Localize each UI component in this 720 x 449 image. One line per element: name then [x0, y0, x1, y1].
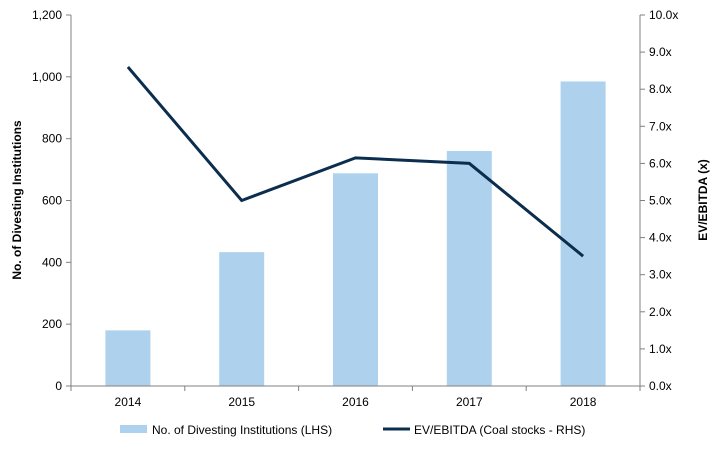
right-tick-label: 7.0x [649, 119, 672, 133]
ev-ebitda-line [126, 65, 585, 258]
left-tick-label: 600 [42, 194, 62, 208]
left-tick-label: 1,000 [32, 70, 62, 84]
bar-2015 [219, 252, 265, 386]
legend-bar-swatch [120, 425, 147, 433]
x-tick-label: 2015 [228, 395, 255, 409]
bar-2017 [446, 151, 492, 386]
right-axis: 0.0x 1.0x 2.0x 3.0x 4.0x 5.0x 6.0x 7.0x 8.0x 9.0x… [639, 8, 678, 393]
right-tick-label: 10.0x [649, 8, 678, 22]
x-tick-label: 2018 [570, 395, 597, 409]
x-tick-label: 2014 [115, 395, 142, 409]
legend: No. of Divesting Institutions (LHS) EV/E… [120, 423, 585, 437]
left-tick-label: 1,200 [32, 8, 62, 22]
x-axis: 2014 2015 2016 2017 2018 [70, 385, 641, 409]
right-tick-label: 3.0x [649, 268, 672, 282]
right-tick-label: 1.0x [649, 342, 672, 356]
x-tick-label: 2017 [456, 395, 483, 409]
right-tick-label: 6.0x [649, 156, 672, 170]
right-axis-title: EV/EBITDA (x) [696, 159, 710, 241]
plot-area [105, 65, 606, 387]
right-tick-label: 4.0x [649, 231, 672, 245]
bar-2016 [333, 173, 378, 386]
right-tick-label: 5.0x [649, 194, 672, 208]
right-tick-label: 2.0x [649, 305, 672, 319]
left-tick-label: 800 [42, 132, 62, 146]
left-axis-title: No. of Divesting Institutions [10, 120, 24, 280]
left-tick-label: 200 [42, 317, 62, 331]
left-axis: 0 200 400 600 800 1,000 1,200 [32, 8, 72, 393]
right-tick-label: 0.0x [649, 379, 672, 393]
legend-bar-label: No. of Divesting Institutions (LHS) [152, 423, 332, 437]
legend-line-label: EV/EBITDA (Coal stocks - RHS) [414, 423, 585, 437]
bar-2018 [560, 81, 606, 387]
right-tick-label: 9.0x [649, 45, 672, 59]
left-tick-label: 0 [55, 379, 62, 393]
x-tick-label: 2016 [342, 395, 369, 409]
bar-2014 [105, 330, 151, 386]
left-tick-label: 400 [42, 255, 62, 269]
right-tick-label: 8.0x [649, 82, 672, 96]
